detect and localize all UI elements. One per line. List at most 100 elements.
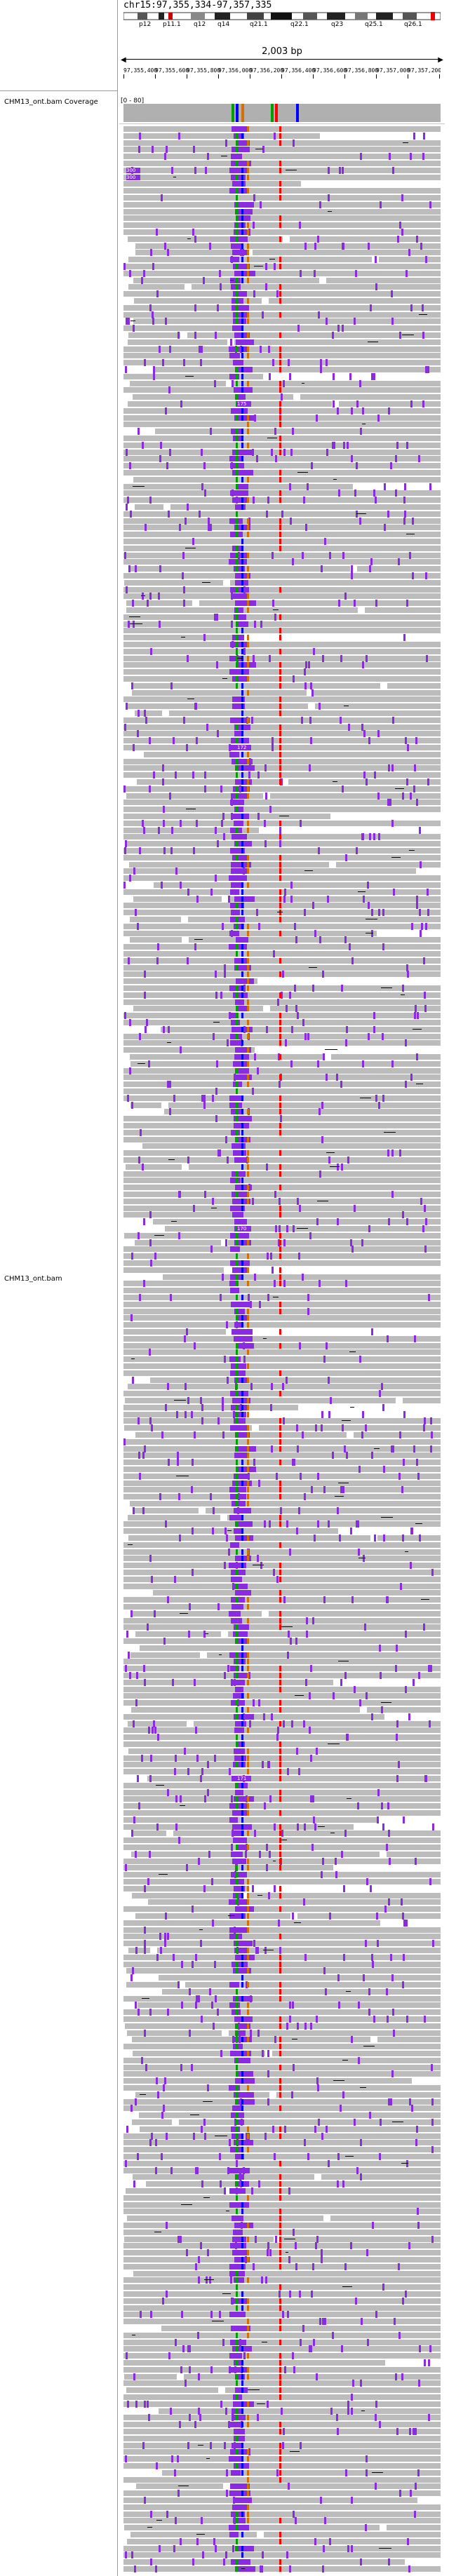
insertion-marker[interactable] xyxy=(152,318,155,325)
insertion-marker[interactable] xyxy=(249,757,252,765)
chromosome-ideogram[interactable] xyxy=(123,12,441,20)
aligned-read[interactable] xyxy=(123,1528,338,1535)
insertion-block[interactable] xyxy=(234,1727,244,1734)
insertion-marker[interactable] xyxy=(142,1452,145,1459)
insertion-marker[interactable] xyxy=(232,1582,234,1590)
aligned-read[interactable] xyxy=(123,518,441,524)
insertion-block[interactable] xyxy=(235,2545,255,2551)
insertion-marker[interactable] xyxy=(170,2455,173,2463)
insertion-marker[interactable] xyxy=(404,1631,407,1638)
insertion-marker[interactable] xyxy=(397,558,400,566)
mismatch-base[interactable] xyxy=(236,2037,238,2043)
insertion-marker[interactable] xyxy=(365,1692,368,1700)
mismatch-base[interactable] xyxy=(247,1535,249,1541)
insertion-marker[interactable] xyxy=(408,249,410,257)
aligned-read[interactable] xyxy=(123,2435,441,2441)
insertion-marker[interactable] xyxy=(257,771,260,779)
insertion-marker[interactable] xyxy=(395,1734,398,1741)
mismatch-base[interactable] xyxy=(236,2181,238,2187)
mismatch-base[interactable] xyxy=(236,2305,238,2311)
mismatch-base[interactable] xyxy=(247,1858,249,1864)
insertion-block[interactable] xyxy=(229,2353,243,2359)
insertion-marker[interactable] xyxy=(269,1403,272,1411)
insertion-marker[interactable] xyxy=(203,2132,206,2140)
mismatch-base[interactable] xyxy=(279,215,281,222)
insertion-marker[interactable] xyxy=(144,524,147,532)
aligned-read[interactable] xyxy=(123,903,441,909)
mismatch-base[interactable] xyxy=(241,1638,243,1644)
insertion-marker[interactable] xyxy=(215,1115,218,1123)
mismatch-base[interactable] xyxy=(241,257,243,263)
insertion-block[interactable] xyxy=(235,2154,244,2159)
insertion-marker[interactable] xyxy=(290,1025,293,1033)
insertion-marker[interactable] xyxy=(295,2263,297,2270)
mismatch-base[interactable] xyxy=(247,1652,249,1658)
insertion-marker[interactable] xyxy=(127,318,130,325)
mismatch-base[interactable] xyxy=(241,1054,243,1060)
insertion-marker[interactable] xyxy=(267,497,269,504)
insertion-block[interactable] xyxy=(232,854,247,861)
mismatch-base[interactable] xyxy=(247,476,249,483)
insertion-marker[interactable] xyxy=(259,201,262,208)
insertion-marker[interactable] xyxy=(253,1273,256,1281)
aligned-read[interactable] xyxy=(123,2057,441,2063)
aligned-read[interactable] xyxy=(123,1762,441,1768)
aligned-read[interactable] xyxy=(123,1466,441,1472)
mismatch-base[interactable] xyxy=(247,1968,249,1974)
insertion-marker[interactable] xyxy=(269,372,272,380)
aligned-read[interactable] xyxy=(133,682,381,689)
insertion-block[interactable] xyxy=(230,2469,241,2476)
insertion-marker[interactable] xyxy=(293,2366,296,2373)
insertion-block[interactable] xyxy=(235,2030,246,2036)
aligned-read[interactable] xyxy=(123,154,441,160)
insertion-block[interactable] xyxy=(234,1885,245,1891)
aligned-read[interactable] xyxy=(123,552,441,558)
insertion-marker[interactable] xyxy=(217,730,220,738)
insertion-marker[interactable] xyxy=(309,716,311,724)
insertion-marker[interactable] xyxy=(380,2119,382,2126)
mismatch-base[interactable] xyxy=(236,2566,238,2572)
insertion-block[interactable] xyxy=(233,133,244,139)
insertion-marker[interactable] xyxy=(186,654,189,662)
mismatch-base[interactable] xyxy=(241,2078,243,2084)
insertion-marker[interactable] xyxy=(296,1528,299,1535)
insertion-marker[interactable] xyxy=(321,1424,323,1432)
insertion-marker[interactable] xyxy=(179,1795,182,1803)
insertion-marker[interactable] xyxy=(332,1452,335,1459)
aligned-read[interactable] xyxy=(129,380,226,386)
mismatch-base[interactable] xyxy=(279,2263,281,2270)
aligned-read[interactable] xyxy=(403,1398,441,1403)
aligned-read[interactable] xyxy=(123,1666,441,1672)
insertion-block[interactable] xyxy=(229,2201,249,2208)
mismatch-base[interactable] xyxy=(241,1315,243,1321)
insertion-marker[interactable] xyxy=(250,716,253,724)
mismatch-base[interactable] xyxy=(236,401,238,407)
insertion-marker[interactable] xyxy=(154,2565,157,2572)
insertion-block[interactable] xyxy=(229,586,250,593)
insertion-marker[interactable] xyxy=(342,1486,344,1494)
aligned-read[interactable] xyxy=(123,1480,441,1486)
insertion-block[interactable] xyxy=(230,1872,247,1878)
aligned-read[interactable] xyxy=(123,1576,441,1582)
insertion-marker[interactable] xyxy=(135,1850,138,1858)
insertion-marker[interactable] xyxy=(347,1156,350,1164)
insertion-marker[interactable] xyxy=(258,1699,261,1707)
insertion-marker[interactable] xyxy=(170,682,173,689)
insertion-marker[interactable] xyxy=(367,1032,370,1040)
aligned-read[interactable] xyxy=(123,545,441,551)
insertion-marker[interactable] xyxy=(285,1039,288,1047)
aligned-read[interactable] xyxy=(123,167,441,173)
insertion-marker[interactable] xyxy=(144,2029,147,2037)
insertion-marker[interactable] xyxy=(387,1830,390,1837)
mismatch-base[interactable] xyxy=(279,497,281,504)
insertion-marker[interactable] xyxy=(233,2441,236,2449)
aligned-read[interactable] xyxy=(127,236,283,242)
aligned-read[interactable] xyxy=(123,2319,441,2325)
insertion-marker[interactable] xyxy=(154,1253,157,1260)
insertion-marker[interactable] xyxy=(149,304,152,311)
insertion-marker[interactable] xyxy=(252,222,255,229)
aligned-read[interactable] xyxy=(126,2387,218,2394)
insertion-marker[interactable] xyxy=(175,2338,177,2346)
insertion-marker[interactable] xyxy=(257,1067,260,1074)
insertion-marker[interactable] xyxy=(192,2132,195,2140)
